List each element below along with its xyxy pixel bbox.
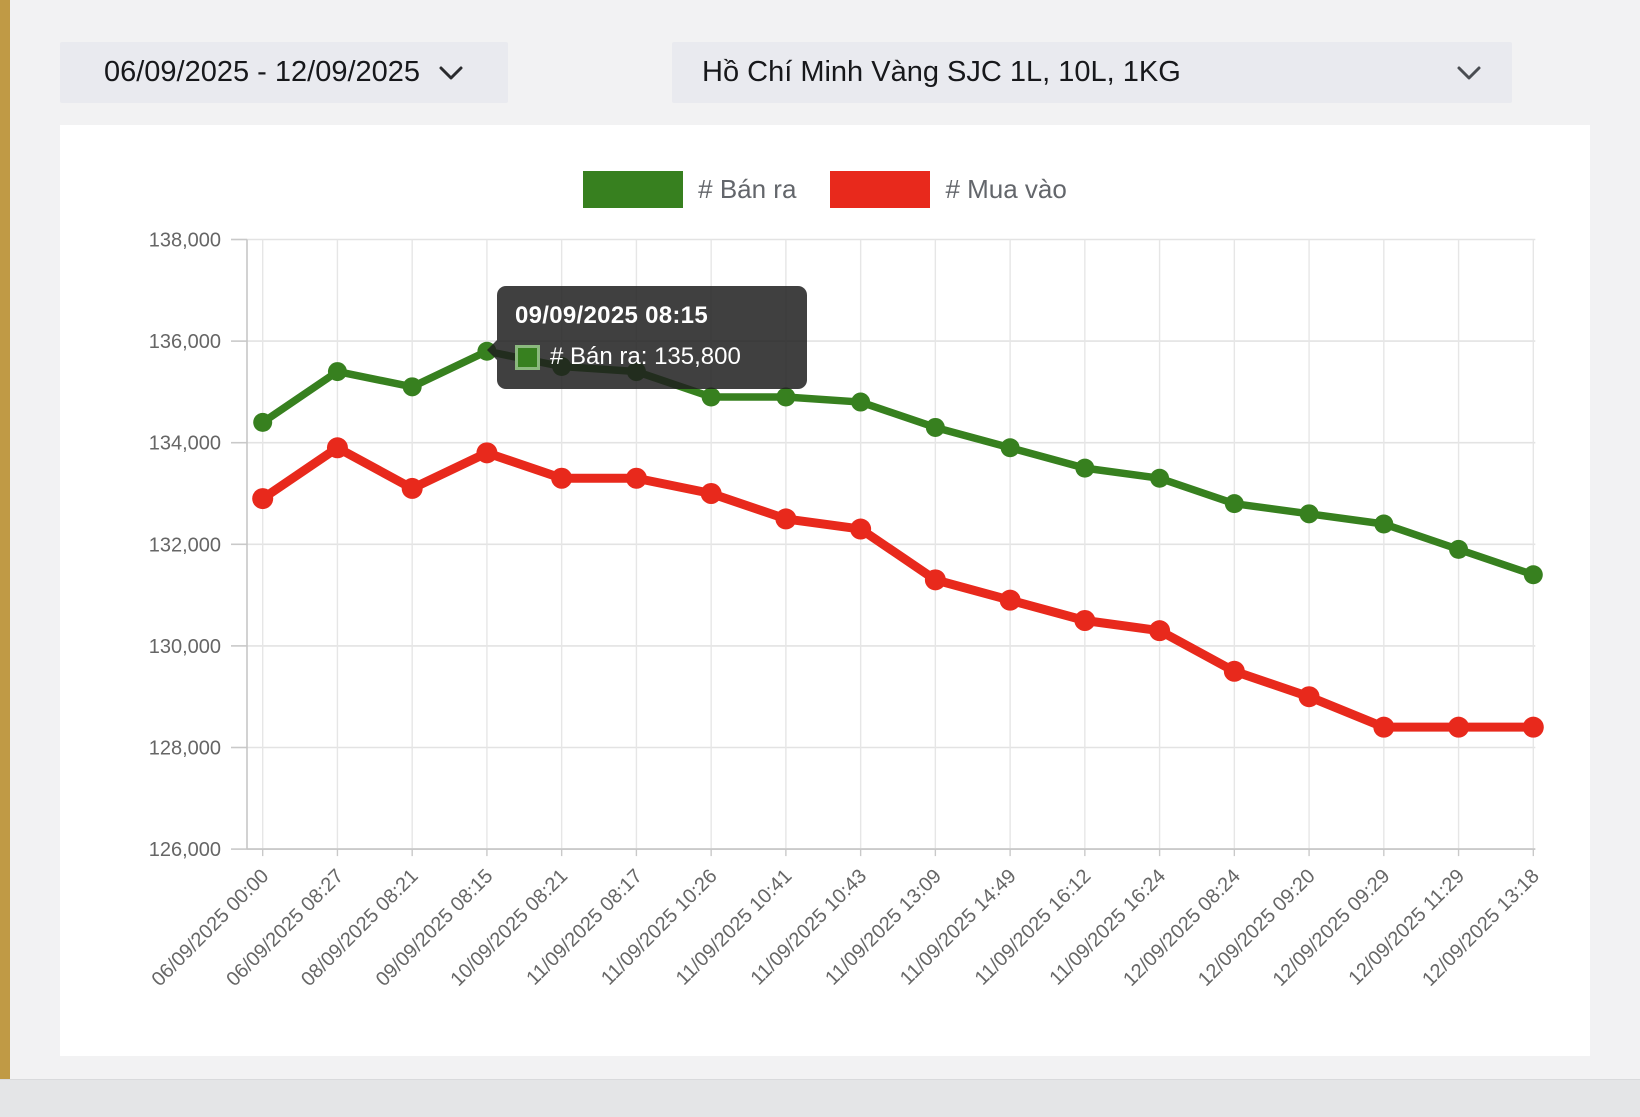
data-point[interactable] — [326, 437, 348, 459]
data-point[interactable] — [999, 589, 1021, 611]
y-tick-label: 136,000 — [149, 331, 221, 353]
legend-item-mua-vao[interactable]: # Mua vào — [830, 171, 1067, 208]
data-point[interactable] — [924, 569, 946, 591]
data-point[interactable] — [925, 417, 945, 437]
data-point[interactable] — [401, 477, 423, 499]
data-point[interactable] — [1150, 468, 1170, 488]
y-tick-label: 130,000 — [149, 636, 221, 658]
series-line-mua-vao — [258, 443, 1538, 732]
data-point[interactable] — [476, 442, 498, 464]
data-point[interactable] — [402, 377, 422, 397]
data-point[interactable] — [625, 467, 647, 489]
tooltip-series-swatch — [515, 344, 540, 370]
y-tick-label: 134,000 — [149, 433, 221, 455]
date-range-value: 06/09/2025 - 12/09/2025 — [103, 56, 421, 88]
data-point[interactable] — [1448, 716, 1470, 738]
date-range-select[interactable]: 06/09/2025 - 12/09/2025 — [60, 42, 508, 103]
price-chart[interactable]: 126,000 128,000 130,000 132,000 134,000 136,0… — [60, 125, 1590, 1056]
data-point[interactable] — [1523, 565, 1543, 585]
data-point[interactable] — [775, 508, 797, 530]
data-point[interactable] — [327, 362, 347, 382]
bottom-bar — [0, 1079, 1640, 1117]
series-line-ban-ra — [258, 347, 1538, 579]
data-point[interactable] — [851, 392, 871, 412]
left-accent-bar — [0, 0, 10, 1116]
tooltip-series-value: # Bán ra: 135,800 — [550, 343, 741, 370]
data-point[interactable] — [701, 387, 721, 407]
data-point[interactable] — [252, 488, 274, 510]
chevron-down-icon — [1457, 66, 1481, 79]
tooltip-title: 09/09/2025 08:15 — [515, 302, 708, 329]
chart-legend: # Bán ra # Mua vào — [60, 171, 1590, 208]
market-select[interactable]: Hồ Chí Minh Vàng SJC 1L, 10L, 1KG — [672, 42, 1512, 103]
data-point[interactable] — [551, 467, 573, 489]
data-point[interactable] — [850, 518, 872, 540]
y-tick-label: 138,000 — [149, 230, 221, 252]
data-point[interactable] — [1075, 458, 1095, 478]
legend-swatch-mua-vao — [830, 171, 931, 208]
data-point[interactable] — [1299, 504, 1319, 524]
data-point[interactable] — [1373, 716, 1395, 738]
data-point[interactable] — [1374, 514, 1394, 534]
data-point[interactable] — [700, 483, 722, 504]
y-tick-label: 128,000 — [149, 738, 221, 760]
legend-swatch-ban-ra — [583, 171, 684, 208]
data-point[interactable] — [1298, 686, 1320, 708]
legend-label-mua-vao: # Mua vào — [945, 174, 1067, 204]
data-point[interactable] — [776, 387, 796, 407]
data-point[interactable] — [1149, 620, 1171, 642]
data-point[interactable] — [1074, 610, 1096, 631]
data-point[interactable] — [1449, 539, 1469, 559]
legend-label-ban-ra: # Bán ra — [698, 174, 797, 204]
data-point[interactable] — [1000, 438, 1020, 458]
data-point[interactable] — [1224, 494, 1244, 514]
data-point[interactable] — [1223, 660, 1245, 682]
tooltip-row: # Bán ra: 135,800 — [515, 343, 789, 371]
market-select-value: Hồ Chí Minh Vàng SJC 1L, 10L, 1KG — [702, 56, 1181, 88]
y-tick-label: 132,000 — [149, 534, 221, 556]
chart-tooltip: 09/09/2025 08:15 # Bán ra: 135,800 — [487, 286, 807, 389]
legend-item-ban-ra[interactable]: # Bán ra — [583, 171, 796, 208]
chart-card: 126,000 128,000 130,000 132,000 134,000 136,0… — [60, 125, 1590, 1056]
data-point[interactable] — [1522, 716, 1544, 738]
data-point[interactable] — [253, 412, 273, 432]
tooltip-caret — [487, 340, 497, 360]
y-tick-label: 126,000 — [149, 839, 221, 861]
chevron-down-icon — [439, 66, 463, 79]
